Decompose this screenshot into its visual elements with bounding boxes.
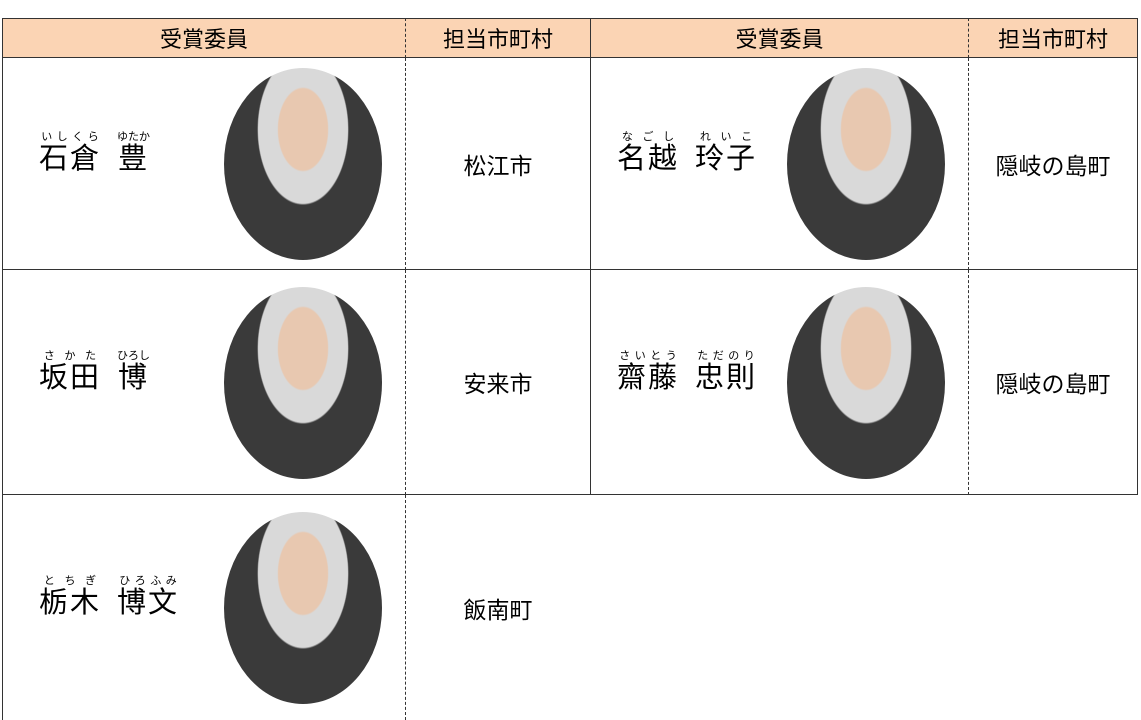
header-cell: 受賞委員 (590, 18, 968, 58)
member-cell: 坂田さかた博ひろし (2, 270, 405, 495)
name-part: 博文ひろふみ (117, 574, 180, 619)
name-part: 豊ゆたか (117, 130, 150, 175)
member-cell: 齋藤さいとう忠則ただのり (590, 270, 968, 495)
name-text: 栃木 (39, 584, 102, 619)
member-name: 栃木とちぎ博文ひろふみ (39, 574, 195, 621)
name-part: 坂田さかた (39, 349, 102, 394)
name-part: 石倉いしくら (39, 130, 102, 175)
name-reading: ひろし (117, 348, 151, 362)
name-text: 博文 (117, 584, 180, 619)
name-text: 齋藤 (617, 359, 680, 394)
city-cell: 飯南町 (405, 495, 590, 720)
member-name: 齋藤さいとう忠則ただのり (617, 349, 773, 396)
name-reading: さかた (39, 348, 101, 362)
member-cell: 石倉いしくら豊ゆたか (2, 58, 405, 270)
header-cell: 担当市町村 (405, 18, 590, 58)
name-text: 博 (117, 359, 150, 394)
member-photo (787, 286, 945, 479)
city-cell: 安来市 (405, 270, 590, 495)
member-photo (224, 286, 382, 479)
member-name: 坂田さかた博ひろし (39, 349, 166, 396)
member-name: 石倉いしくら豊ゆたか (39, 130, 166, 177)
name-reading: ただのり (695, 348, 758, 362)
member-name: 名越なごし玲子れいこ (617, 130, 773, 177)
name-part: 名越なごし (617, 130, 680, 175)
header-cell: 受賞委員 (2, 18, 405, 58)
name-part: 忠則ただのり (695, 349, 758, 394)
name-reading: ひろふみ (117, 573, 180, 587)
name-reading: さいとう (617, 348, 680, 362)
name-text: 玲子 (695, 141, 758, 175)
member-photo (224, 511, 382, 704)
name-reading: ゆたか (117, 130, 151, 143)
name-text: 忠則 (695, 359, 758, 394)
member-photo (224, 68, 382, 260)
name-part: 玲子れいこ (695, 130, 758, 175)
name-text: 名越 (617, 141, 680, 175)
name-reading: れいこ (695, 130, 758, 143)
city-cell: 松江市 (405, 58, 590, 270)
member-cell: 栃木とちぎ博文ひろふみ (2, 495, 405, 720)
name-text: 豊 (117, 141, 150, 175)
name-reading: いしくら (39, 130, 102, 143)
city-cell: 隠岐の島町 (968, 58, 1138, 270)
header-cell: 担当市町村 (968, 18, 1138, 58)
city-cell: 隠岐の島町 (968, 270, 1138, 495)
name-text: 坂田 (39, 359, 102, 394)
name-reading: とちぎ (39, 573, 101, 587)
member-photo (787, 68, 945, 260)
name-text: 石倉 (39, 141, 102, 175)
name-part: 齋藤さいとう (617, 349, 680, 394)
name-part: 栃木とちぎ (39, 574, 102, 619)
name-reading: なごし (617, 130, 679, 143)
member-cell: 名越なごし玲子れいこ (590, 58, 968, 270)
name-part: 博ひろし (117, 349, 150, 394)
